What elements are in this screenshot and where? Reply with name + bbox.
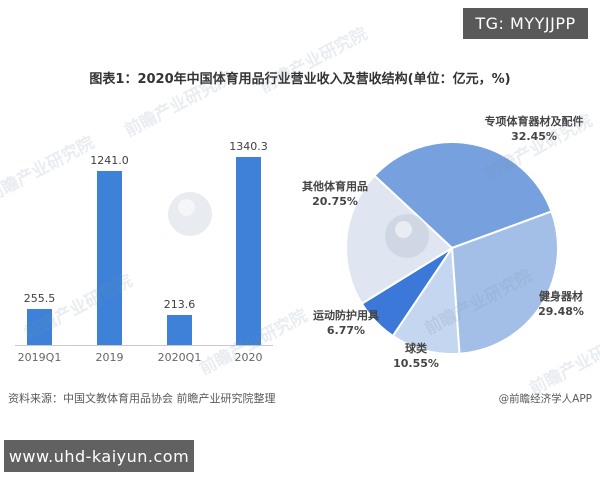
pie-label: 健身器材 29.48% — [486, 289, 600, 319]
bar-category-label: 2020Q1 — [157, 351, 202, 364]
pie-label-name: 健身器材 — [539, 290, 583, 303]
pie-label-percent: 29.48% — [538, 305, 584, 318]
tg-contact-badge: TG: MYYJJPP — [463, 8, 588, 39]
credit-note: @前瞻经济学人APP — [498, 393, 592, 405]
pie-label-name: 运动防护用具 — [313, 309, 379, 322]
bar-2019Q1 — [27, 309, 52, 345]
tg-contact-label: TG: MYYJJPP — [475, 14, 576, 33]
bar-value-label: 1241.0 — [90, 154, 129, 167]
bar-category-label: 2019 — [95, 351, 124, 364]
pie-label-percent: 32.45% — [511, 130, 557, 143]
pie-label: 球类 10.55% — [341, 341, 491, 371]
bar-category-label: 2019Q1 — [17, 351, 62, 364]
bar-chart: 255.5 2019Q1 1241.0 2019 213.6 2020Q1 1340.3 20… — [15, 140, 273, 375]
pie-label: 专项体育器材及配件 32.45% — [459, 114, 600, 144]
pie-slice — [451, 210, 559, 355]
pie-slice — [391, 247, 461, 356]
bar-value-label: 255.5 — [23, 292, 56, 305]
bar-value-label: 213.6 — [163, 298, 196, 311]
pie-label-percent: 6.77% — [326, 324, 366, 337]
pie-label-name: 专项体育器材及配件 — [484, 115, 584, 128]
bar-2020 — [236, 157, 261, 345]
pie-label-percent: 20.75% — [312, 195, 358, 208]
pie-label: 其他体育用品 20.75% — [260, 179, 410, 209]
site-url-badge: www.uhd-kaiyun.com — [4, 440, 194, 472]
bar-2019 — [97, 171, 122, 345]
bar-value-label: 1340.3 — [229, 140, 268, 153]
site-url-label: www.uhd-kaiyun.com — [8, 446, 190, 466]
pie-label-name: 其他体育用品 — [302, 180, 368, 193]
pie-chart — [345, 141, 559, 356]
chart-title: 图表1：2020年中国体育用品行业营业收入及营收结构(单位：亿元，%) — [89, 72, 511, 87]
pie-label: 运动防护用具 6.77% — [271, 308, 421, 338]
pie-slice — [345, 174, 453, 305]
bar-2020Q1 — [167, 315, 192, 345]
x-axis-line — [15, 345, 273, 346]
pie-label-name: 球类 — [405, 342, 427, 355]
pie-slice — [373, 141, 553, 249]
source-note: 资料来源：中国文教体育用品协会 前瞻产业研究院整理 — [8, 392, 276, 405]
pie-label-percent: 10.55% — [393, 357, 439, 370]
bar-category-label: 2020 — [234, 351, 263, 364]
